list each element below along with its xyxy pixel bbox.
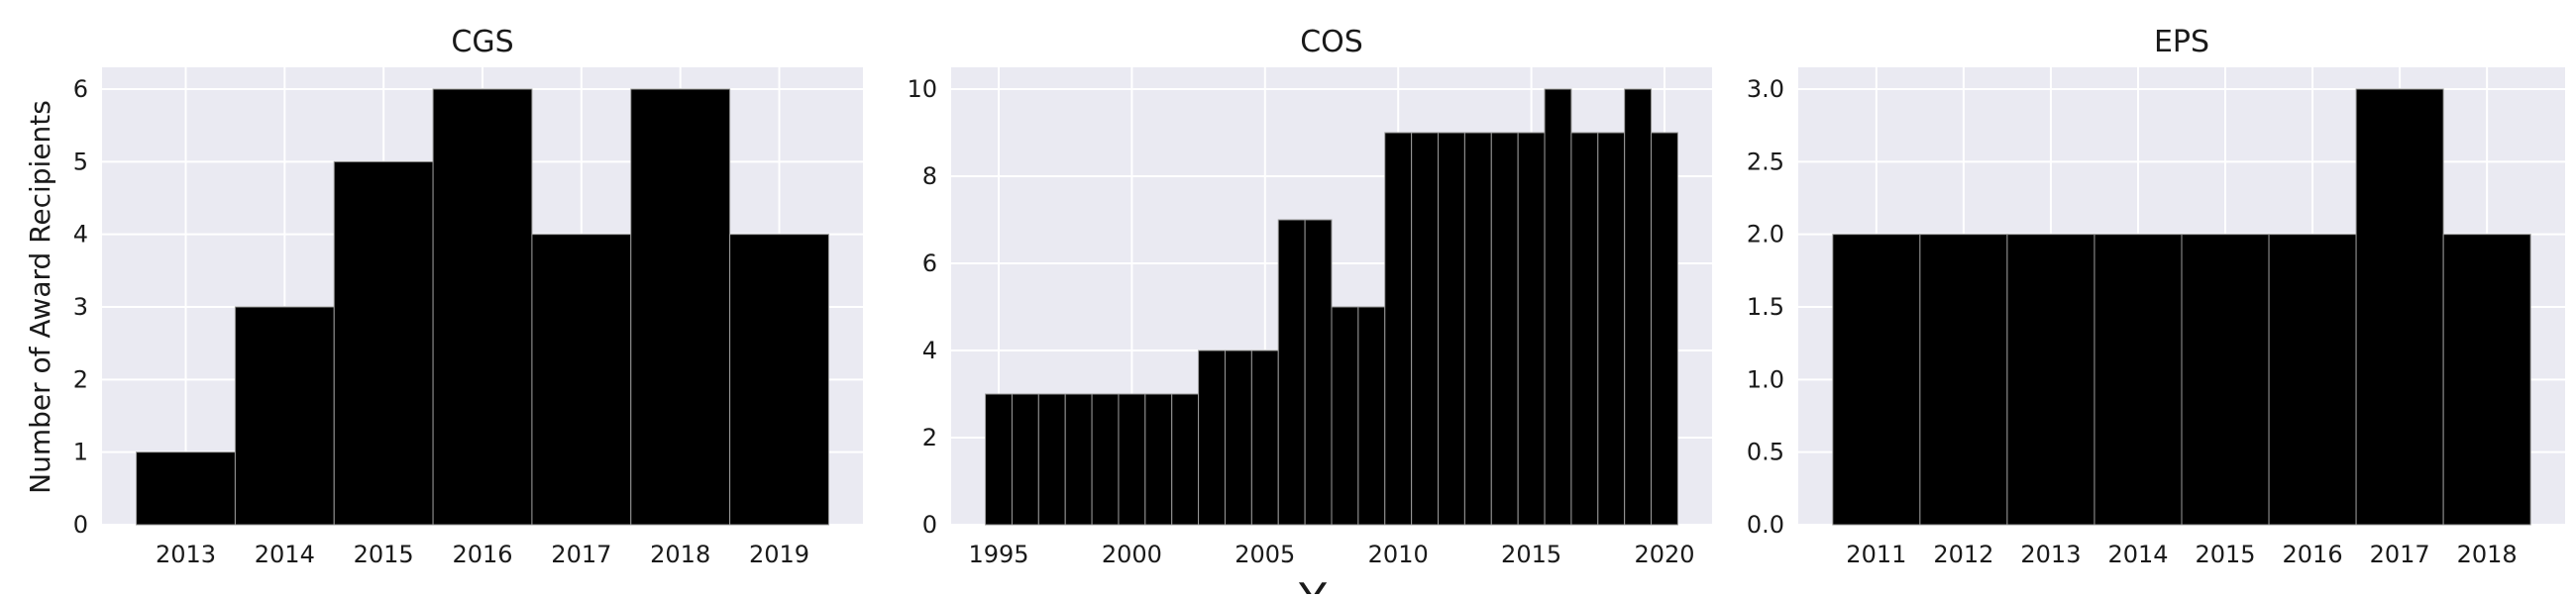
bar: [1463, 132, 1492, 526]
bar: [2093, 234, 2183, 526]
y-tick-label: 2: [922, 424, 937, 451]
panel-title: CGS: [451, 25, 513, 59]
bar: [1091, 393, 1120, 526]
bars: [136, 88, 829, 526]
y-tick-label: 4: [922, 337, 937, 364]
x-tick-label: 2016: [452, 541, 512, 568]
bar: [1624, 88, 1653, 526]
y-tick-label: 3.0: [1747, 75, 1784, 103]
tick-labels: 0.0 0.5 1.0 1.5 2.0 2.5 3.0 2011 2012 2013 2014 201…: [1747, 75, 2518, 568]
bar: [1357, 306, 1386, 526]
y-tick-label: 2.5: [1747, 148, 1784, 175]
x-tick-label: 2016: [2283, 541, 2343, 568]
bar: [1490, 132, 1519, 526]
bar: [1037, 393, 1066, 526]
y-tick-label: 0.5: [1747, 439, 1784, 466]
bar: [729, 234, 829, 526]
y-tick-label: 3: [73, 293, 88, 321]
bar: [1011, 393, 1039, 526]
bar: [1651, 132, 1678, 526]
bar: [1384, 132, 1413, 526]
bar: [1144, 393, 1173, 526]
bar: [333, 160, 434, 526]
x-tick-label: 2005: [1234, 541, 1295, 568]
bar: [985, 393, 1013, 526]
x-tick-label: 2018: [650, 541, 710, 568]
x-tick-label: 2015: [2195, 541, 2255, 568]
bar: [1198, 349, 1226, 526]
x-tick-label: 2011: [1846, 541, 1906, 568]
x-tick-label: 2015: [354, 541, 414, 568]
x-tick-label: 1995: [968, 541, 1028, 568]
bar: [1331, 306, 1359, 526]
bar: [136, 451, 236, 526]
bar: [1118, 393, 1146, 526]
y-tick-label: 1.0: [1747, 365, 1784, 393]
y-tick-label: 4: [73, 221, 88, 249]
y-tick-label: 0: [73, 511, 88, 539]
tick-labels: 0 1 2 3 4 5 6 2013 2014 2015 2016 2017 2018 2019: [73, 75, 809, 568]
bar: [1544, 88, 1572, 526]
bars: [1832, 88, 2531, 526]
x-tick-label: 2010: [1368, 541, 1429, 568]
bar: [1570, 132, 1599, 526]
bar: [1171, 393, 1200, 526]
bar: [2268, 234, 2357, 526]
x-tick-label: 2013: [156, 541, 216, 568]
bar: [432, 88, 533, 526]
panel-title: EPS: [2154, 25, 2209, 59]
bar: [1277, 219, 1306, 526]
y-tick-label: 8: [922, 162, 937, 190]
bar: [2181, 234, 2270, 526]
x-tick-label: 2012: [1933, 541, 1993, 568]
y-tick-label: 5: [73, 148, 88, 175]
bar: [630, 88, 731, 526]
x-tick-label: 2013: [2020, 541, 2081, 568]
y-tick-label: 10: [907, 75, 937, 103]
bar: [531, 234, 632, 526]
bar: [1517, 132, 1546, 526]
bar: [1832, 234, 1921, 526]
y-tick-label: 2: [73, 365, 88, 393]
bar: [1250, 349, 1279, 526]
panel-cgs: 0 1 2 3 4 5 6 2013 2014 2015 2016 2017 2018 2019 CGS: [73, 25, 863, 568]
x-tick-label: 2017: [551, 541, 611, 568]
panel-eps: 0.0 0.5 1.0 1.5 2.0 2.5 3.0 2011 2012 2013 2014 201…: [1747, 25, 2565, 568]
bar: [1438, 132, 1465, 526]
y-axis-label: Number of Award Recipients: [24, 100, 56, 494]
x-tick-label: 2000: [1102, 541, 1162, 568]
x-tick-label: 2014: [255, 541, 315, 568]
tick-labels: 0 2 4 6 8 10 1995 2000 2005 2010 2015 2020: [907, 75, 1694, 568]
bar: [1919, 234, 2008, 526]
bars: [985, 88, 1678, 526]
bar: [2006, 234, 2095, 526]
x-tick-label: 2019: [749, 541, 809, 568]
bar: [2442, 234, 2531, 526]
bar: [234, 306, 335, 526]
y-tick-label: 1.5: [1747, 293, 1784, 321]
y-tick-label: 6: [73, 75, 88, 103]
y-tick-label: 0.0: [1747, 511, 1784, 539]
bar: [1304, 219, 1333, 526]
y-tick-label: 6: [922, 250, 937, 277]
panel-title: COS: [1300, 25, 1363, 59]
x-tick-label: 2015: [1501, 541, 1561, 568]
y-tick-label: 0: [922, 511, 937, 539]
y-tick-label: 2.0: [1747, 221, 1784, 249]
y-tick-label: 1: [73, 439, 88, 466]
x-axis-label: Y: [1298, 573, 1328, 594]
x-tick-label: 2018: [2457, 541, 2518, 568]
bar: [1411, 132, 1440, 526]
bar: [1224, 349, 1252, 526]
panel-cos: 0 2 4 6 8 10 1995 2000 2005 2010 2015 2020 COS: [907, 25, 1712, 568]
bar: [2355, 88, 2444, 526]
x-tick-label: 2014: [2107, 541, 2168, 568]
x-tick-label: 2017: [2370, 541, 2430, 568]
x-tick-label: 2020: [1634, 541, 1694, 568]
bar: [1064, 393, 1093, 526]
bar: [1597, 132, 1626, 526]
